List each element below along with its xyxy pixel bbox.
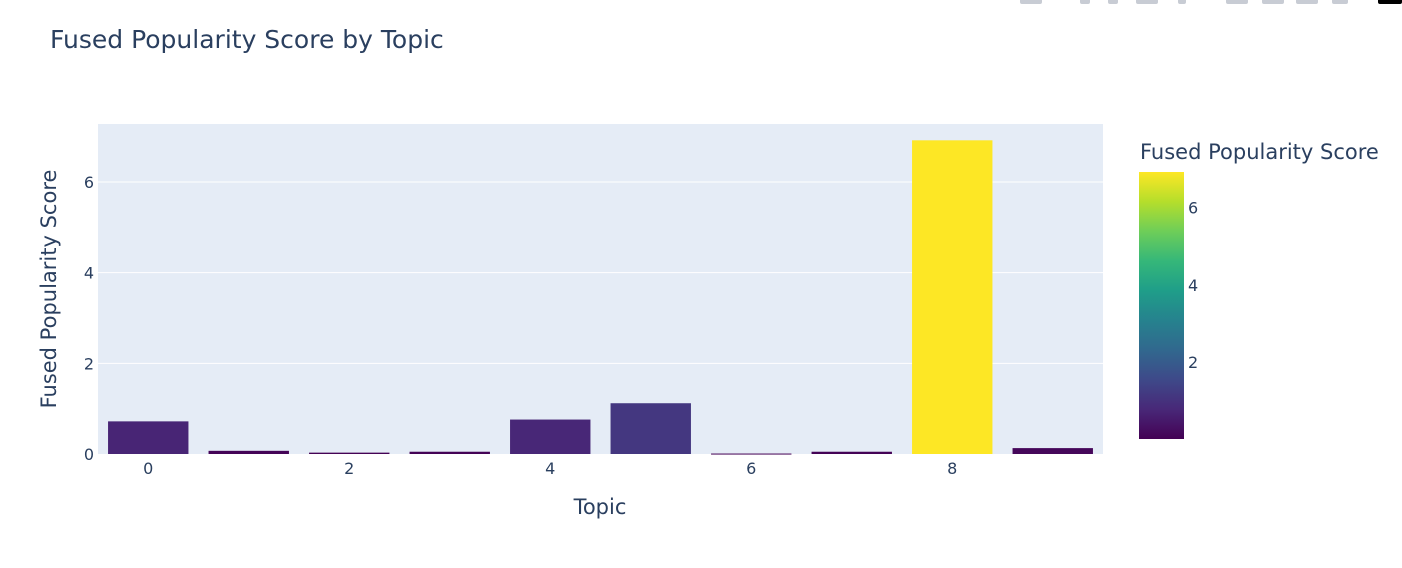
- bars: [108, 140, 1093, 455]
- x-tick-label: 0: [143, 459, 153, 478]
- bar-topic-3[interactable]: [409, 451, 490, 454]
- y-tick-label: 0: [84, 445, 94, 464]
- colorbar-tick-label: 4: [1188, 276, 1198, 295]
- reset-axes-icon[interactable]: [1332, 0, 1348, 4]
- bar-topic-7[interactable]: [811, 451, 892, 454]
- colorbar-ticks: 2 4 6: [1188, 199, 1198, 373]
- y-tick-label: 4: [84, 264, 94, 283]
- y-axis-label: Fused Popularity Score: [37, 170, 61, 409]
- y-tick-label: 2: [84, 354, 94, 373]
- colorbar: [1139, 172, 1184, 439]
- zoom-in-icon[interactable]: [1226, 0, 1248, 4]
- colorbar-title: Fused Popularity Score: [1140, 140, 1379, 164]
- colorbar-tick-label: 6: [1188, 199, 1198, 218]
- plotly-logo-icon[interactable]: [1378, 0, 1402, 4]
- zoom-out-icon[interactable]: [1262, 0, 1284, 4]
- colorbar-tick-label: 2: [1188, 353, 1198, 372]
- bar-topic-5[interactable]: [610, 403, 691, 454]
- bar-topic-1[interactable]: [208, 450, 289, 454]
- bar-topic-0[interactable]: [108, 421, 189, 454]
- box-select-icon[interactable]: [1136, 0, 1158, 4]
- autoscale-icon[interactable]: [1296, 0, 1318, 4]
- x-tick-label: 2: [344, 459, 354, 478]
- x-tick-label: 8: [947, 459, 957, 478]
- zoom-icon[interactable]: [1080, 0, 1090, 4]
- x-tick-label: 6: [746, 459, 756, 478]
- bar-topic-4[interactable]: [510, 419, 591, 454]
- x-axis-label: Topic: [573, 495, 627, 519]
- y-tick-label: 6: [84, 173, 94, 192]
- bar-topic-8[interactable]: [912, 140, 993, 455]
- camera-icon[interactable]: [1020, 0, 1042, 4]
- chart-title: Fused Popularity Score by Topic: [50, 25, 444, 54]
- bar-topic-6[interactable]: [711, 453, 792, 455]
- y-axis-ticks: 0 2 4 6: [84, 173, 94, 464]
- x-axis-ticks: 0 2 4 6 8: [143, 459, 957, 478]
- x-tick-label: 4: [545, 459, 555, 478]
- lasso-icon[interactable]: [1178, 0, 1186, 4]
- pan-icon[interactable]: [1108, 0, 1118, 4]
- bar-topic-2[interactable]: [309, 452, 390, 454]
- plot-modebar[interactable]: [1012, 0, 1402, 6]
- bar-topic-9[interactable]: [1012, 448, 1093, 454]
